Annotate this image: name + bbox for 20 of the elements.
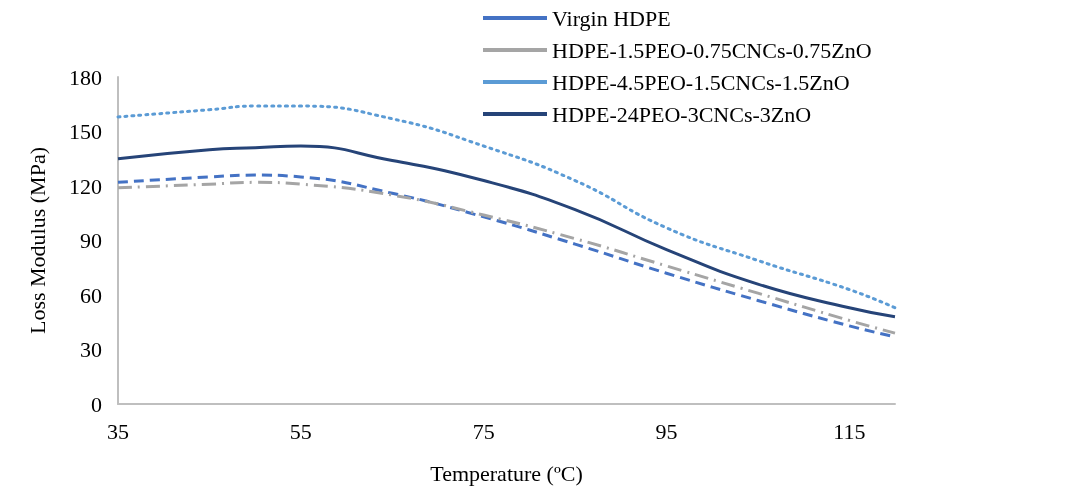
x-axis-title: Temperature (ºC) xyxy=(430,460,583,486)
x-tick-label: 75 xyxy=(472,418,495,444)
legend-label: HDPE-4.5PEO-1.5CNCs-1.5ZnO xyxy=(552,69,850,95)
legend-label: Virgin HDPE xyxy=(552,5,671,31)
y-tick-label: 120 xyxy=(69,173,102,199)
y-axis-title: Loss Modulus (MPa) xyxy=(24,146,50,335)
legend-label: HDPE-24PEO-3CNCs-3ZnO xyxy=(552,101,812,127)
y-tick-label: 60 xyxy=(80,282,102,308)
line-series xyxy=(116,144,897,319)
x-tick-label: 35 xyxy=(107,418,129,444)
legend-label: HDPE-1.5PEO-0.75CNCs-0.75ZnO xyxy=(552,37,872,63)
y-tick-label: 30 xyxy=(80,337,102,362)
line-series xyxy=(116,104,897,310)
y-tick-label: 0 xyxy=(91,391,102,417)
y-tick-label: 90 xyxy=(80,228,102,253)
y-tick-label: 180 xyxy=(69,64,102,90)
x-tick-label: 95 xyxy=(655,418,678,444)
x-tick-label: 115 xyxy=(833,418,866,444)
y-tick-label: 150 xyxy=(69,119,102,144)
x-tick-label: 55 xyxy=(289,418,312,444)
